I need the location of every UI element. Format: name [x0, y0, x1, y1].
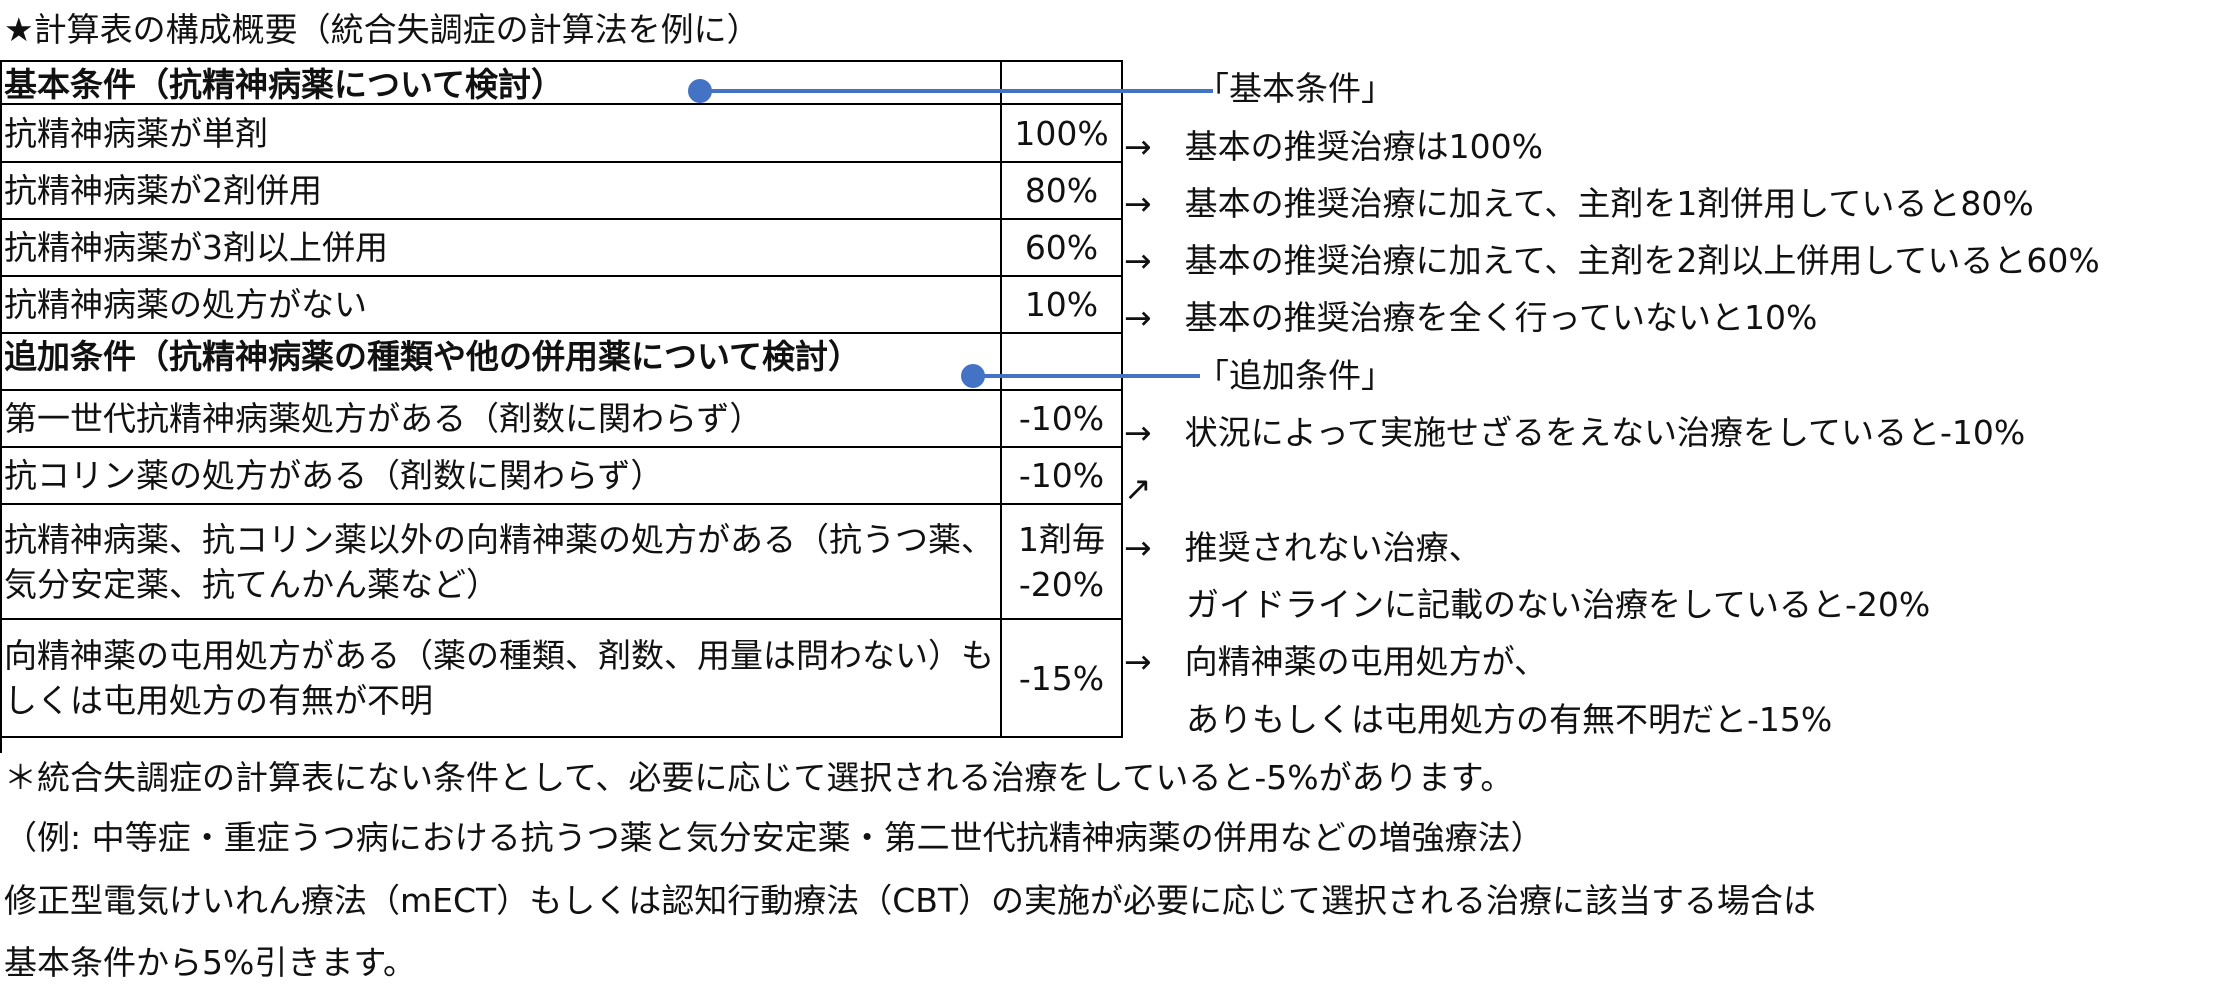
value-cell: 10%	[1002, 277, 1123, 332]
condition-cell: 抗精神病薬が単剤	[2, 105, 1002, 161]
value-cell: 1剤毎 -20%	[1002, 505, 1123, 618]
note-three-drugs: → 基本の推奨治療に加えて、主剤を2剤以上併用していると60%	[1124, 241, 2100, 280]
additional-conditions-header: 追加条件（抗精神病薬の種類や他の併用薬について検討）	[2, 334, 1002, 389]
note-prn-line1: → 向精神薬の屯用処方が、	[1124, 642, 1547, 681]
condition-cell: 向精神薬の屯用処方がある（薬の種類、剤数、用量は問わない）もしくは屯用処方の有無…	[2, 620, 1002, 736]
note-prn-line2: ありもしくは屯用処方の有無不明だと-15%	[1186, 700, 1833, 739]
value-cell: -10%	[1002, 448, 1123, 503]
calculation-table: 基本条件（抗精神病薬について検討） 抗精神病薬が単剤 100% 抗精神病薬が2剤…	[0, 60, 1123, 753]
basic-callout-label: 「基本条件」	[1196, 69, 1394, 108]
note-other-psychotropics-line1: → 推奨されない治療、	[1124, 528, 1482, 567]
footnote-line-1: ＊統合失調症の計算表にない条件として、必要に応じて選択される治療をしていると-5…	[4, 758, 1514, 797]
condition-cell: 抗精神病薬が3剤以上併用	[2, 220, 1002, 275]
note-single-drug: → 基本の推奨治療は100%	[1124, 127, 1543, 166]
value-cell: 100%	[1002, 105, 1123, 161]
footnote-line-2: （例: 中等症・重症うつ病における抗うつ薬と気分安定薬・第二世代抗精神病薬の併用…	[4, 818, 1544, 857]
condition-cell: 抗精神病薬が2剤併用	[2, 163, 1002, 218]
table-row: 追加条件（抗精神病薬の種類や他の併用薬について検討）	[2, 334, 1123, 391]
table-row: 向精神薬の屯用処方がある（薬の種類、剤数、用量は問わない）もしくは屯用処方の有無…	[2, 620, 1123, 738]
note-upward-arrow: ↗	[1124, 469, 1152, 508]
basic-conditions-header: 基本条件（抗精神病薬について検討）	[2, 62, 1002, 104]
condition-cell: 抗精神病薬の処方がない	[2, 277, 1002, 332]
value-cell: 80%	[1002, 163, 1123, 218]
note-two-drugs: → 基本の推奨治療に加えて、主剤を1剤併用していると80%	[1124, 184, 2034, 223]
table-row: 抗精神病薬が2剤併用 80%	[2, 163, 1123, 220]
table-row: 抗精神病薬の処方がない 10%	[2, 277, 1123, 334]
footnote-line-4: 基本条件から5%引きます。	[4, 943, 417, 982]
note-other-psychotropics-line2: ガイドラインに記載のない治療をしていると-20%	[1186, 585, 1931, 624]
value-cell: 60%	[1002, 220, 1123, 275]
condition-cell: 第一世代抗精神病薬処方がある（剤数に関わらず）	[2, 391, 1002, 446]
header-value-cell	[1002, 334, 1123, 389]
table-row: 基本条件（抗精神病薬について検討）	[2, 62, 1123, 105]
header-value-cell	[1002, 62, 1123, 103]
additional-callout-label: 「追加条件」	[1196, 356, 1394, 395]
table-row: 抗精神病薬が3剤以上併用 60%	[2, 220, 1123, 277]
value-line: -20%	[1018, 564, 1105, 604]
value-cell: -10%	[1002, 391, 1123, 446]
note-first-generation: → 状況によって実施せざるをえない治療をしていると-10%	[1124, 413, 2026, 452]
table-row: 抗精神病薬が単剤 100%	[2, 105, 1123, 163]
condition-cell: 抗コリン薬の処方がある（剤数に関わらず）	[2, 448, 1002, 503]
table-row: 抗精神病薬、抗コリン薬以外の向精神薬の処方がある（抗うつ薬、気分安定薬、抗てんか…	[2, 505, 1123, 620]
table-row: 抗コリン薬の処方がある（剤数に関わらず） -10%	[2, 448, 1123, 505]
value-cell: -15%	[1002, 620, 1123, 736]
footnote-line-3: 修正型電気けいれん療法（mECT）もしくは認知行動療法（CBT）の実施が必要に応…	[4, 881, 1817, 920]
note-no-drug: → 基本の推奨治療を全く行っていないと10%	[1124, 298, 1818, 337]
table-row: 第一世代抗精神病薬処方がある（剤数に関わらず） -10%	[2, 391, 1123, 448]
condition-cell: 抗精神病薬、抗コリン薬以外の向精神薬の処方がある（抗うつ薬、気分安定薬、抗てんか…	[2, 505, 1002, 618]
page-title: ★計算表の構成概要（統合失調症の計算法を例に）	[4, 10, 760, 49]
value-line: 1剤毎	[1018, 519, 1105, 559]
